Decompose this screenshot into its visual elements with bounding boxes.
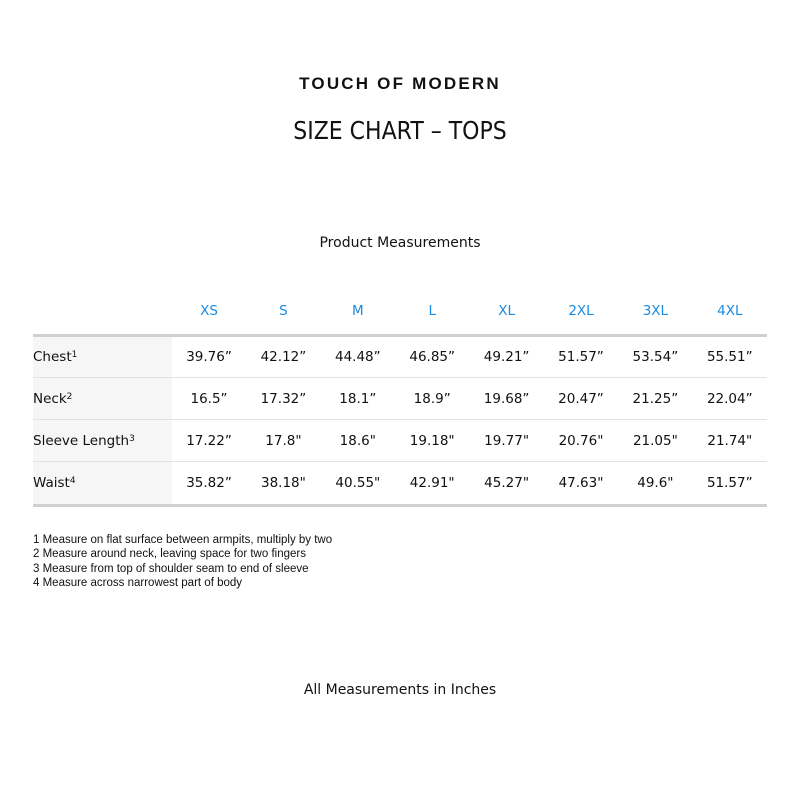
row-label-text: Chest [33,349,72,365]
footnotes: 1 Measure on flat surface between armpit… [33,533,332,590]
measurement-cell: 51.57” [558,349,604,365]
measurement-cell: 53.54” [632,349,679,365]
page-title: SIZE CHART – TOPS [293,116,507,145]
measurement-cell: 49.21” [483,349,530,365]
size-header: XL [498,303,515,319]
units-note: All Measurements in Inches [303,682,497,698]
measurement-cell: 20.47” [558,390,604,407]
measurement-cell: 21.05" [632,432,678,449]
measurement-cell: 42.91" [409,475,455,491]
measurement-cell: 17.22” [186,432,232,449]
brand-logo: TOUCH OF MODERN [299,74,501,93]
size-header: S [279,303,288,319]
size-header-row: XS S M L XL 2XL 3XL 4XL [33,288,767,336]
footnote-ref: 3 [129,433,135,444]
measurement-cell: 18.6" [339,432,376,449]
measurement-cell: 18.1” [339,390,377,407]
measurement-cell: 35.82” [186,475,232,491]
footnote-ref: 1 [71,350,78,360]
table-row: Chest1 39.76” 42.12” 44.48” 46.85” 49.21” 51.5… [33,335,767,378]
row-label-text: Neck [33,390,67,407]
measurement-cell: 17.8" [265,432,302,449]
measurement-cell: 47.63" [558,475,604,491]
table-row: Waist4 35.82” 38.18" 40.55" 42.91" 45.27" 47.6… [33,461,767,506]
measurement-cell: 44.48” [334,349,381,365]
table-subtitle: Product Measurements [319,235,481,251]
row-label: Waist4 [33,461,172,506]
measurement-cell: 55.51” [706,349,753,365]
footnote: 1 Measure on flat surface between armpit… [33,534,333,546]
measurement-cell: 16.5” [190,390,228,407]
measurement-cell: 19.18" [409,432,455,449]
size-header: 2XL [568,303,594,319]
measurement-cell: 46.85” [409,349,456,365]
size-header: L [428,303,436,319]
measurement-cell: 39.76” [186,349,232,365]
row-label-text: Sleeve Length [33,432,130,449]
measurement-cell: 17.32” [260,390,307,407]
measurement-cell: 21.74" [707,432,753,449]
footnote: 3 Measure from top of shoulder seam to e… [33,562,309,575]
size-header: M [351,303,364,319]
header-blank [33,288,172,336]
footnote: 4 Measure across narrowest part of body [33,576,243,589]
measurement-cell: 20.76" [558,432,604,449]
row-label: Chest1 [33,335,172,378]
row-label: Sleeve Length3 [33,419,172,462]
measurement-cell: 18.9” [413,390,451,407]
row-label-text: Waist [33,475,70,491]
measurement-cell: 49.6" [637,475,674,491]
measurement-cell: 38.18" [261,475,306,491]
table-row: Neck2 16.5” 17.32” 18.1” 18.9” 19.68” 20.47” 21… [33,377,767,420]
measurement-cell: 22.04” [706,390,753,407]
measurement-cell: 21.25” [632,390,679,407]
size-chart-table: XS S M L XL 2XL 3XL 4XL Chest1 39.76” 42.1… [33,288,767,507]
measurement-cell: 45.27" [484,475,530,491]
footnote-ref: 2 [66,391,73,402]
size-header: XS [200,303,218,319]
measurement-cell: 19.77" [484,432,530,449]
measurement-cell: 40.55" [335,475,381,491]
table-row: Sleeve Length3 17.22” 17.8" 18.6" 19.18" 19.7… [33,419,767,462]
measurement-cell: 19.68” [483,390,530,407]
measurement-cell: 42.12” [260,349,307,365]
measurement-cell: 51.57” [706,475,753,491]
size-header: 3XL [642,303,669,319]
footnote: 2 Measure around neck, leaving space for… [33,548,306,561]
size-header: 4XL [717,303,743,319]
footnote-ref: 4 [69,476,76,486]
row-label: Neck2 [33,377,172,420]
